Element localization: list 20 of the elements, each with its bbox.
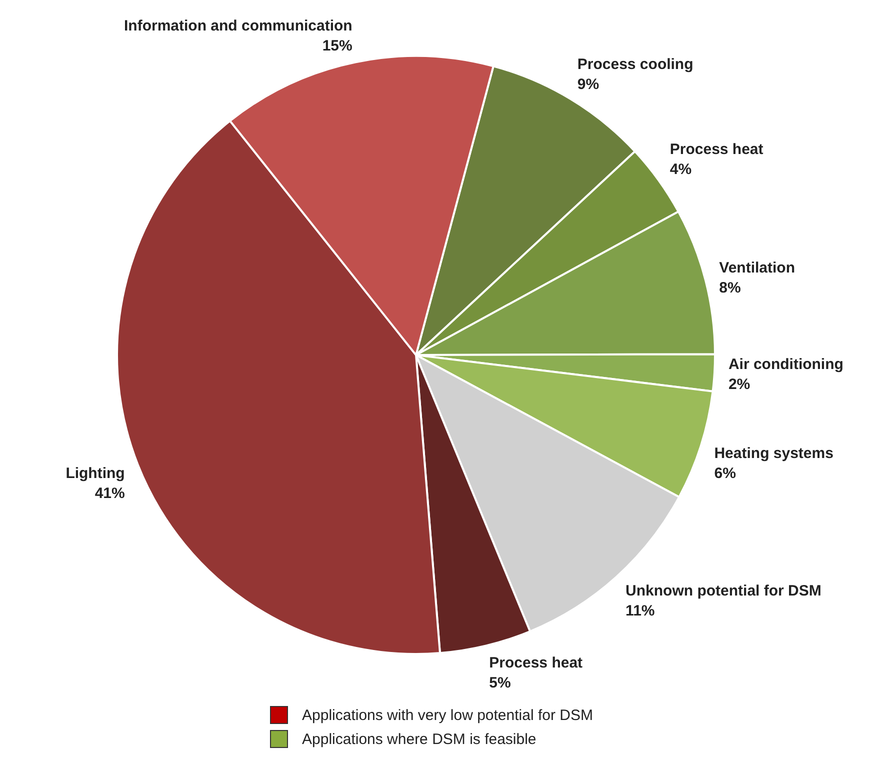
slice-label: Process heat (670, 141, 764, 158)
slice-label: Heating systems (714, 445, 834, 462)
slice-label: Ventilation (719, 259, 795, 276)
text: Applications with very low potential for DSM (302, 706, 593, 724)
slice-label: Information and communication (124, 18, 352, 35)
text: Applications where DSM is feasible (302, 730, 536, 748)
data-label: 6% (714, 465, 736, 482)
data-label: 4% (670, 161, 692, 178)
data-label: 15% (322, 38, 352, 55)
data-label: 9% (577, 76, 600, 93)
slice-label: Process cooling (577, 56, 694, 73)
data-label: 8% (719, 279, 741, 296)
slice-label: Lighting (66, 465, 125, 482)
slice-label: Process heat (489, 654, 583, 672)
slice-label: Air conditioning (728, 356, 844, 373)
data-label: 41% (94, 485, 125, 502)
data-label: 11% (626, 602, 655, 620)
data-label: 2% (728, 376, 750, 393)
slice-label: Unknown potential for DSM (626, 582, 822, 600)
data-label: 5% (489, 674, 511, 692)
